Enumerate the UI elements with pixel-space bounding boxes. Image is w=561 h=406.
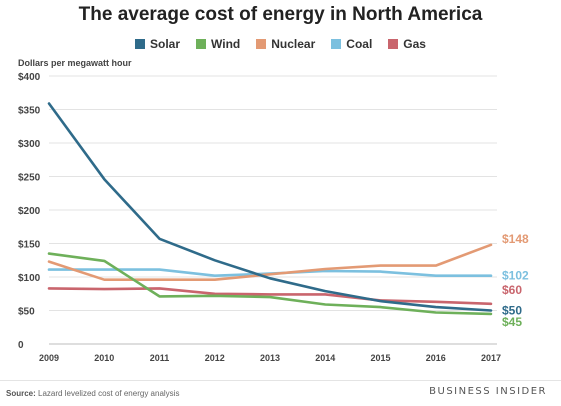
end-label-solar: $50 [502, 304, 522, 318]
end-label-gas: $60 [502, 283, 522, 297]
y-axis-unit-label: Dollars per megawatt hour [18, 58, 132, 68]
legend-label-wind: Wind [211, 37, 241, 51]
series-line-solar [47, 102, 493, 312]
y-tick-label-100: $100 [18, 273, 41, 284]
series-line-wind [47, 252, 493, 316]
legend-label-coal: Coal [346, 37, 373, 51]
legend-item-nuclear: Nuclear [256, 37, 315, 51]
y-tick-label-50: $50 [18, 307, 35, 318]
source-text: Lazard levelized cost of energy analysis [38, 389, 180, 398]
x-tick-label-2010: 2010 [94, 353, 114, 363]
x-tick-label-2013: 2013 [260, 353, 280, 363]
x-tick-label-2017: 2017 [481, 353, 501, 363]
source-label: Source: [6, 389, 36, 398]
legend-label-gas: Gas [403, 37, 426, 51]
series-line-gas [47, 287, 493, 306]
series-line-nuclear [47, 243, 493, 282]
legend-swatch-nuclear [256, 39, 267, 49]
y-tick-label-200: $200 [18, 206, 41, 217]
y-tick-label-0: 0 [18, 340, 24, 351]
legend-item-solar: Solar [135, 37, 180, 51]
legend-swatch-coal [331, 39, 342, 49]
x-tick-label-2012: 2012 [205, 353, 225, 363]
legend-label-nuclear: Nuclear [271, 37, 316, 51]
y-tick-label-300: $300 [18, 139, 41, 150]
x-tick-label-2014: 2014 [315, 353, 335, 363]
legend-label-solar: Solar [150, 37, 181, 51]
y-tick-label-150: $150 [18, 240, 41, 251]
legend-item-gas: Gas [388, 37, 426, 51]
legend-item-wind: Wind [196, 37, 240, 51]
legend-item-coal: Coal [331, 37, 372, 51]
legend-swatch-wind [196, 39, 207, 49]
x-tick-label-2011: 2011 [150, 353, 170, 363]
source-note: Source: Lazard levelized cost of energy … [6, 389, 179, 398]
x-tick-label-2015: 2015 [370, 353, 390, 363]
legend-swatch-solar [135, 39, 146, 49]
y-tick-label-350: $350 [18, 106, 41, 117]
x-tick-label-2009: 2009 [39, 353, 59, 363]
y-tick-label-250: $250 [18, 173, 41, 184]
brand-logo: BUSINESS INSIDER [429, 386, 547, 397]
x-tick-label-2016: 2016 [426, 353, 446, 363]
y-tick-label-400: $400 [18, 72, 41, 83]
end-label-coal: $102 [502, 269, 529, 283]
footer-divider [0, 380, 561, 381]
legend: Solar Wind Nuclear Coal Gas [0, 37, 561, 51]
legend-swatch-gas [388, 39, 399, 49]
end-label-wind: $45 [502, 315, 522, 329]
chart-title: The average cost of energy in North Amer… [78, 4, 483, 25]
end-label-nuclear: $148 [502, 232, 529, 246]
